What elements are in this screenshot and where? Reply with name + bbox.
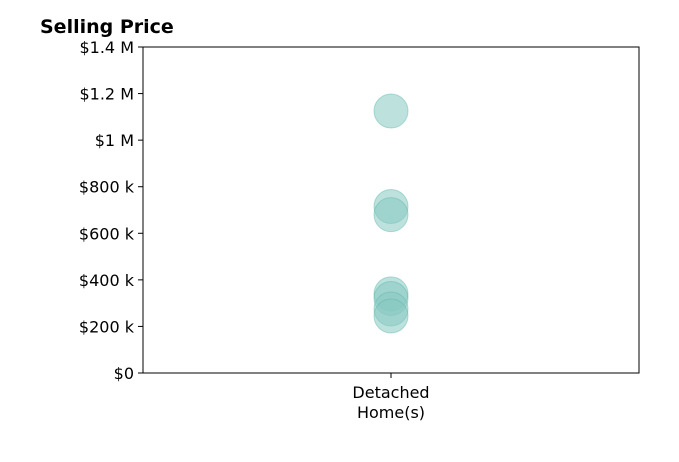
data-point bbox=[373, 93, 409, 129]
y-tick-label: $800 k bbox=[79, 178, 135, 197]
y-tick-label: $400 k bbox=[79, 271, 135, 290]
points-layer bbox=[373, 93, 409, 334]
x-category-label-line: Home(s) bbox=[357, 403, 425, 422]
x-category-label-line: Detached bbox=[352, 383, 429, 402]
y-tick-label: $1 M bbox=[95, 131, 134, 150]
data-point bbox=[373, 298, 409, 334]
data-point bbox=[373, 197, 409, 233]
y-tick-label: $200 k bbox=[79, 317, 135, 336]
chart-title: Selling Price bbox=[40, 16, 174, 38]
y-tick-label: $1.2 M bbox=[79, 85, 134, 104]
y-axis: $0 $200 k $400 k $600 k $800 k $1 M $1.2 M $1.4… bbox=[79, 38, 143, 383]
y-tick-label: $0 bbox=[114, 364, 134, 383]
x-category-label: Detached Home(s) bbox=[352, 383, 429, 422]
y-tick-label: $600 k bbox=[79, 224, 135, 243]
x-axis: Detached Home(s) bbox=[352, 373, 430, 422]
y-tick-label: $1.4 M bbox=[79, 38, 134, 57]
